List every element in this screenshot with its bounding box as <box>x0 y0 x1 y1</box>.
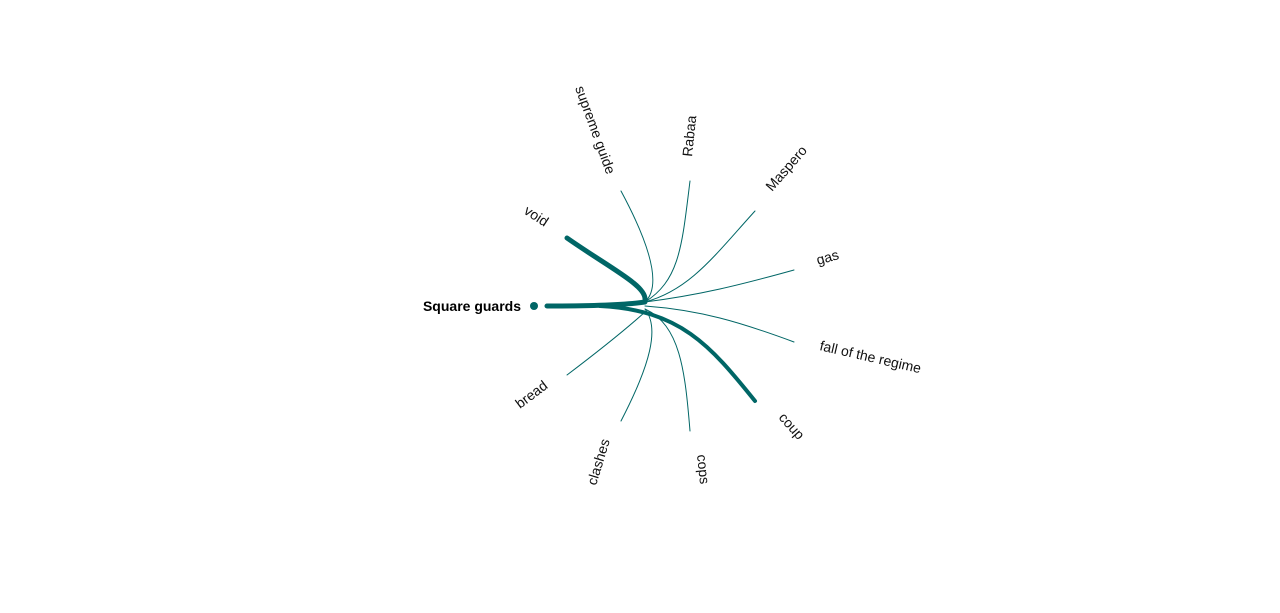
node-label-gas: gas <box>814 246 840 268</box>
node-label-supreme-guide: supreme guide <box>572 84 619 177</box>
node-label-fall-of-the-regime: fall of the regime <box>818 337 923 376</box>
node-label-void: void <box>521 202 551 229</box>
edge-gas <box>644 269 795 303</box>
edge-clashes <box>620 308 653 422</box>
node-label-cops: cops <box>694 454 713 485</box>
edge-void <box>564 235 648 302</box>
edge-center-trunk <box>544 299 648 309</box>
node-label-maspero: Maspero <box>762 142 810 194</box>
node-label-bread: bread <box>512 377 550 411</box>
edge-fall-of-the-regime <box>644 305 795 343</box>
center-node-label: Square guards <box>423 298 521 314</box>
edge-rabaa <box>644 180 691 303</box>
edge-bread <box>566 311 646 376</box>
center-node-dot <box>530 302 538 310</box>
node-label-coup: coup <box>776 409 808 442</box>
edge-cops <box>644 308 691 432</box>
node-label-rabaa: Rabaa <box>679 114 699 157</box>
node-label-clashes: clashes <box>584 437 613 487</box>
edge-group <box>544 180 795 432</box>
edge-supreme-guide <box>620 190 654 303</box>
edge-coup <box>598 304 757 403</box>
edge-maspero <box>644 210 756 303</box>
